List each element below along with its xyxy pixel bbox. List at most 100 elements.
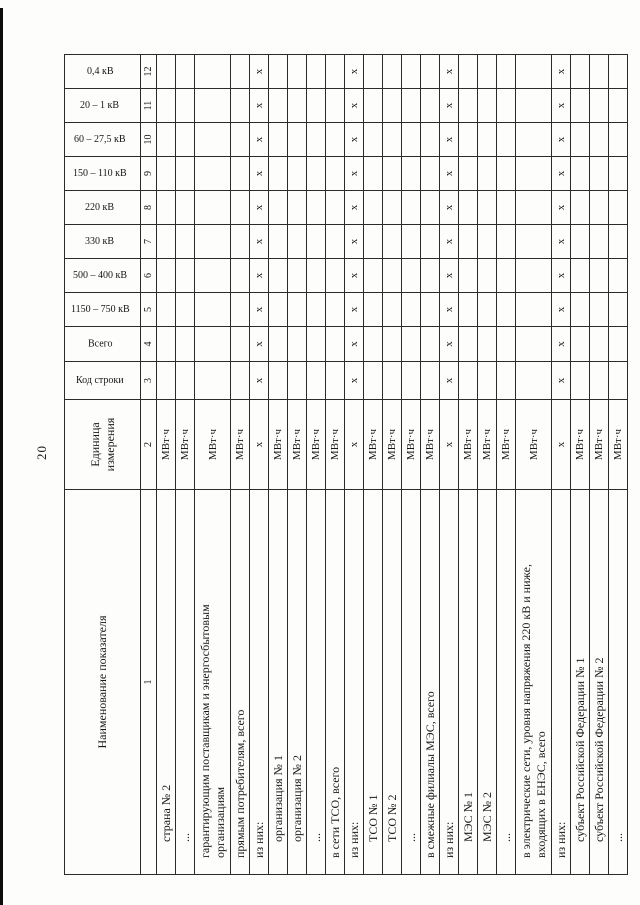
value-cell — [608, 224, 628, 259]
value-cell — [477, 292, 497, 327]
value-cell: x — [344, 258, 364, 293]
value-cell — [496, 326, 516, 362]
value-cell — [268, 122, 288, 157]
row-unit-cell: x — [249, 399, 269, 490]
value-cell — [589, 88, 609, 123]
value-cell — [458, 326, 478, 362]
column-number-9: 9 — [140, 156, 157, 191]
value-cell: x — [439, 292, 459, 327]
value-cell — [287, 122, 307, 157]
row-name-cell: в смежные филиалы МЭС, всего — [420, 489, 440, 875]
value-cell — [477, 326, 497, 362]
value-cell — [156, 88, 176, 123]
column-header-1: Наименование показателя — [64, 489, 141, 875]
value-cell — [515, 326, 552, 362]
value-cell: x — [439, 361, 459, 400]
value-cell — [156, 54, 176, 89]
table-row: МЭС № 1 МВт·ч — [458, 54, 478, 875]
row-name-cell: из них: — [344, 489, 364, 875]
column-header-6: 500 – 400 кВ — [64, 258, 141, 293]
row-unit-cell: МВт·ч — [570, 399, 590, 490]
value-cell — [570, 88, 590, 123]
value-cell — [496, 292, 516, 327]
column-header-9: 150 – 110 кВ — [64, 156, 141, 191]
value-cell — [401, 326, 421, 362]
row-unit-cell: x — [551, 399, 571, 490]
value-cell — [268, 156, 288, 191]
value-cell — [420, 190, 440, 225]
value-cell — [287, 156, 307, 191]
column-header-label: 220 кВ — [85, 202, 115, 213]
row-name-cell: прямым потребителям, всего — [230, 489, 250, 875]
value-cell — [515, 54, 552, 89]
value-cell — [156, 292, 176, 327]
value-cell — [268, 292, 288, 327]
value-cell — [325, 292, 345, 327]
value-cell: x — [249, 122, 269, 157]
row-unit-cell: МВт·ч — [608, 399, 628, 490]
value-cell — [458, 190, 478, 225]
value-cell — [477, 54, 497, 89]
value-cell — [420, 292, 440, 327]
value-cell — [608, 190, 628, 225]
row-unit-cell: МВт·ч — [175, 399, 195, 490]
table-row: прямым потребителям, всего МВт·ч — [230, 54, 250, 875]
row-name-cell: в сети ТСО, всего — [325, 489, 345, 875]
table-row: в сети ТСО, всего МВт·ч — [325, 54, 345, 875]
value-cell — [175, 156, 195, 191]
value-cell — [382, 122, 402, 157]
value-cell — [325, 122, 345, 157]
row-unit-cell: МВт·ч — [515, 399, 552, 490]
row-name-cell: в электрические сети, уровня напряжения … — [515, 489, 552, 875]
value-cell — [589, 361, 609, 400]
column-number-1: 1 — [140, 489, 157, 875]
value-cell — [287, 326, 307, 362]
value-cell: x — [249, 54, 269, 89]
value-cell — [608, 122, 628, 157]
value-cell — [363, 122, 383, 157]
value-cell — [589, 122, 609, 157]
table-header: Наименование показателя Единица измерения… — [64, 54, 157, 875]
value-cell — [175, 292, 195, 327]
value-cell — [570, 54, 590, 89]
value-cell — [325, 361, 345, 400]
value-cell: x — [249, 361, 269, 400]
value-cell: x — [344, 156, 364, 191]
table-row: из них: x x x x x x x x x x x — [551, 54, 571, 875]
value-cell — [477, 258, 497, 293]
row-name-cell: из них: — [551, 489, 571, 875]
table-row: организация № 2 МВт·ч — [287, 54, 307, 875]
value-cell — [515, 292, 552, 327]
value-cell — [194, 361, 231, 400]
table-row: гарантирующим поставщикам и энергосбытов… — [194, 54, 231, 875]
value-cell — [287, 190, 307, 225]
value-cell — [608, 156, 628, 191]
value-cell — [420, 326, 440, 362]
value-cell — [230, 54, 250, 89]
value-cell: x — [344, 326, 364, 362]
row-unit-cell: МВт·ч — [477, 399, 497, 490]
value-cell — [401, 224, 421, 259]
value-cell — [382, 190, 402, 225]
value-cell — [194, 326, 231, 362]
table-row: МЭС № 2 МВт·ч — [477, 54, 497, 875]
value-cell — [230, 122, 250, 157]
value-cell: x — [439, 156, 459, 191]
value-cell — [175, 122, 195, 157]
value-cell — [608, 88, 628, 123]
value-cell — [458, 88, 478, 123]
value-cell: x — [439, 54, 459, 89]
value-cell: x — [551, 326, 571, 362]
value-cell — [570, 224, 590, 259]
value-cell — [420, 88, 440, 123]
value-cell — [382, 54, 402, 89]
value-cell — [420, 54, 440, 89]
value-cell — [230, 224, 250, 259]
value-cell — [306, 190, 326, 225]
value-cell — [306, 54, 326, 89]
row-unit-cell: МВт·ч — [306, 399, 326, 490]
value-cell — [589, 258, 609, 293]
value-cell — [570, 361, 590, 400]
value-cell — [420, 156, 440, 191]
